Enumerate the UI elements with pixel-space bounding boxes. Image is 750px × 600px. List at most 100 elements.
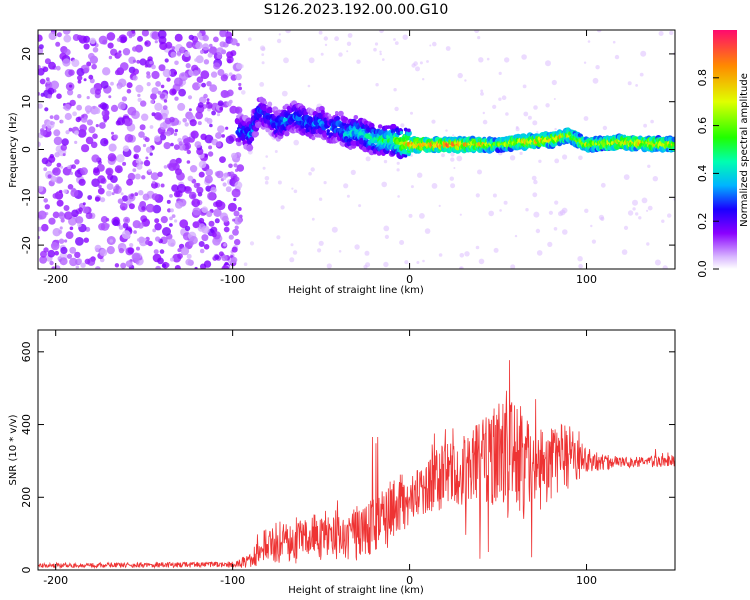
heatmap-cell <box>196 32 202 38</box>
heatmap-cell <box>623 225 629 230</box>
heatmap-cell <box>144 137 150 143</box>
heatmap-cell <box>179 219 189 229</box>
heatmap-cell <box>63 34 72 43</box>
heatmap-cell <box>422 259 425 263</box>
heatmap-cell <box>638 216 642 220</box>
heatmap-cell <box>135 44 143 53</box>
heatmap-cell <box>182 118 187 123</box>
heatmap-cell <box>142 193 150 201</box>
heatmap-cell <box>365 262 371 268</box>
heatmap-cell <box>234 106 243 115</box>
heatmap-cell <box>108 143 117 152</box>
x-tick-label: 0 <box>406 273 413 286</box>
heatmap-cell <box>169 208 174 213</box>
heatmap-cell <box>219 156 226 164</box>
heatmap-cell <box>391 124 397 129</box>
heatmap-cell <box>259 82 265 87</box>
heatmap-cell <box>671 136 675 143</box>
heatmap-cell <box>80 262 86 268</box>
heatmap-cell <box>480 92 484 96</box>
x-tick-label: -200 <box>43 574 68 587</box>
heatmap-cell <box>78 178 86 186</box>
heatmap-cell <box>249 241 255 246</box>
heatmap-cell <box>221 265 230 269</box>
heatmap-cell <box>122 195 129 202</box>
heatmap-cell <box>169 194 173 198</box>
heatmap-cell <box>647 164 651 168</box>
heatmap-cell <box>198 241 205 247</box>
heatmap-cell <box>159 93 166 99</box>
heatmap-cell <box>149 125 154 129</box>
heatmap-cell <box>419 61 423 65</box>
heatmap-cell <box>478 57 484 63</box>
heatmap-cell <box>394 106 399 112</box>
heatmap-cell <box>658 31 664 36</box>
heatmap-cell <box>231 188 241 198</box>
heatmap-cell <box>217 100 224 107</box>
heatmap-cell <box>167 208 172 213</box>
heatmap-cell <box>160 84 165 89</box>
heatmap-cell <box>311 217 315 221</box>
heatmap-cell <box>111 192 115 196</box>
heatmap-cell <box>195 55 204 64</box>
heatmap-cell <box>61 138 69 146</box>
heatmap-cell <box>77 79 82 84</box>
heatmap-cell <box>375 83 379 87</box>
heatmap-cell <box>160 216 168 224</box>
heatmap-cell <box>169 223 173 227</box>
heatmap-cell <box>165 41 173 49</box>
heatmap-cell <box>123 216 131 224</box>
heatmap-cell <box>94 196 101 202</box>
heatmap-cell <box>623 174 630 181</box>
heatmap-cell <box>600 182 606 188</box>
heatmap-cell <box>151 70 160 80</box>
heatmap-cell <box>67 89 74 96</box>
heatmap-cell <box>293 189 298 194</box>
heatmap-cell <box>118 50 122 54</box>
heatmap-cell <box>175 201 183 209</box>
heatmap-cell <box>523 111 529 117</box>
heatmap-cell <box>166 77 171 82</box>
heatmap-cell <box>137 35 143 42</box>
heatmap-cell <box>39 256 47 264</box>
heatmap-cell <box>354 244 360 250</box>
heatmap-cell <box>148 168 152 173</box>
heatmap-cell <box>191 198 201 208</box>
heatmap-cell <box>203 93 208 99</box>
heatmap-cell <box>554 200 559 205</box>
heatmap-cell <box>198 171 205 178</box>
heatmap-cell <box>65 231 74 240</box>
heatmap-cell <box>75 237 84 246</box>
heatmap-cell <box>509 155 516 161</box>
heatmap-cell <box>195 111 204 120</box>
heatmap-cell <box>94 88 102 95</box>
heatmap-cell <box>121 96 127 102</box>
heatmap-cell <box>396 161 400 165</box>
heatmap-cell <box>81 144 90 153</box>
heatmap-cell <box>58 189 63 194</box>
heatmap-cell <box>519 151 523 155</box>
heatmap-cell <box>172 253 182 263</box>
heatmap-cell <box>71 164 76 170</box>
heatmap-cell <box>538 159 542 163</box>
colorbar-tick-label: 0.2 <box>696 212 709 230</box>
heatmap-cell <box>146 82 151 87</box>
heatmap-cell <box>194 266 198 269</box>
heatmap-cell <box>184 186 192 194</box>
heatmap-cell <box>157 30 167 39</box>
heatmap-cell <box>168 163 177 172</box>
y-tick-label: 600 <box>20 341 33 362</box>
heatmap-cell <box>151 64 156 70</box>
heatmap-cell <box>382 58 385 61</box>
heatmap-cell <box>459 253 465 258</box>
heatmap-cell <box>152 228 157 233</box>
heatmap-cell <box>155 265 161 269</box>
heatmap-cell <box>180 246 190 256</box>
heatmap-cell <box>393 88 397 92</box>
heatmap-cell <box>144 64 149 68</box>
heatmap-cell <box>40 129 47 136</box>
heatmap-cell <box>221 134 225 138</box>
heatmap-cell <box>238 82 242 87</box>
heatmap-cell <box>335 111 339 115</box>
heatmap-cell <box>114 69 121 76</box>
